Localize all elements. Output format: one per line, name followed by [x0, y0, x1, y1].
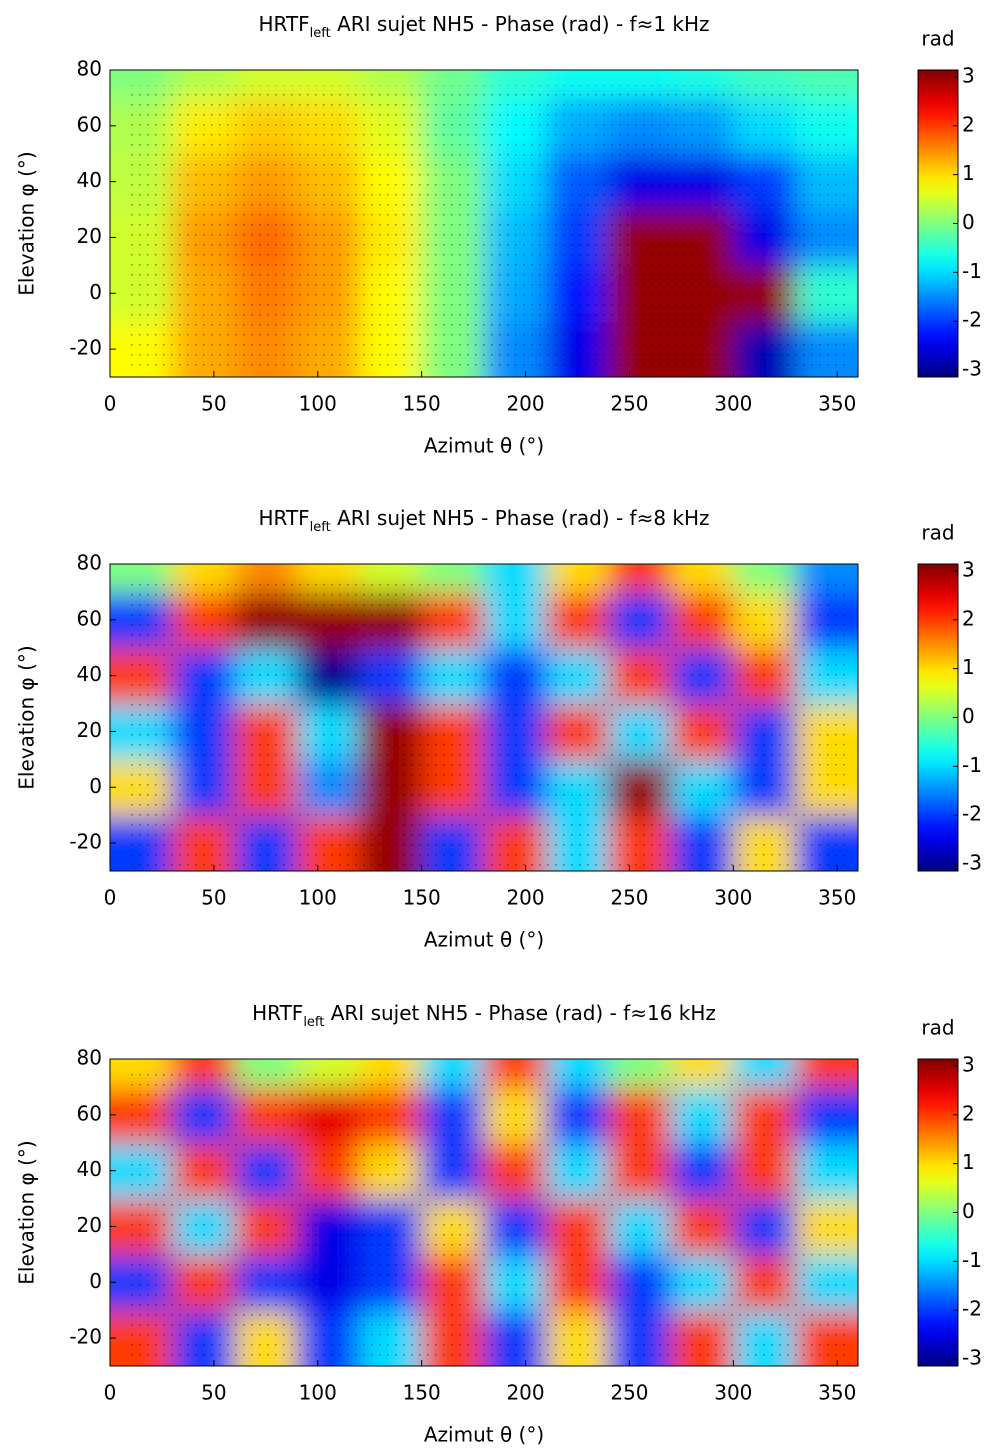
- chart-title: HRTFleft ARI sujet NH5 - Phase (rad) - f…: [258, 12, 709, 41]
- y-axis-label: Elevation φ (°): [15, 1140, 39, 1284]
- plot-area: [110, 564, 858, 871]
- x-tick-label: 100: [299, 1381, 337, 1405]
- x-tick-label: 350: [818, 1381, 856, 1405]
- x-tick-label: 100: [299, 886, 337, 910]
- x-axis-label: Azimut θ (°): [424, 1423, 544, 1447]
- colorbar-tick-label: -3: [962, 1346, 982, 1370]
- colorbar-tick-label: 3: [962, 1052, 975, 1076]
- chart-title: HRTFleft ARI sujet NH5 - Phase (rad) - f…: [252, 1001, 716, 1030]
- x-axis-label: Azimut θ (°): [424, 434, 544, 458]
- x-tick-label: 300: [714, 1381, 752, 1405]
- title-part: left: [310, 520, 331, 535]
- plot-area: [110, 1059, 858, 1366]
- colorbar: [917, 563, 959, 872]
- y-tick-label: 60: [77, 112, 102, 136]
- colorbar-tick-label: 3: [962, 557, 975, 581]
- x-tick-label: 350: [818, 392, 856, 416]
- plot-area: [110, 70, 858, 377]
- y-tick-label: 0: [89, 774, 102, 798]
- x-axis-label: Azimut θ (°): [424, 928, 544, 952]
- title-part: left: [310, 26, 331, 41]
- x-tick-label: 200: [506, 886, 544, 910]
- y-tick-label: 40: [77, 1157, 102, 1181]
- colorbar-tick-label: 0: [962, 210, 975, 234]
- x-tick-label: 250: [610, 392, 648, 416]
- title-part: left: [303, 1015, 324, 1030]
- x-tick-label: 200: [506, 1381, 544, 1405]
- colorbar-tick-label: 0: [962, 1199, 975, 1223]
- y-tick-label: 60: [77, 606, 102, 630]
- x-tick-label: 200: [506, 392, 544, 416]
- colorbar-tick-label: -3: [962, 851, 982, 875]
- plot-frame: [109, 1058, 859, 1367]
- y-tick-label: -20: [69, 830, 102, 854]
- x-tick-label: 250: [610, 1381, 648, 1405]
- colorbar-tick-label: 2: [962, 112, 975, 136]
- y-tick-label: 80: [77, 1046, 102, 1070]
- colorbar-tick-label: -2: [962, 1297, 982, 1321]
- colorbar-tick-label: -2: [962, 308, 982, 332]
- colorbar-tick-label: 1: [962, 655, 975, 679]
- colorbar-tick-label: -1: [962, 259, 982, 283]
- colorbar-tick-label: 2: [962, 606, 975, 630]
- x-tick-label: 300: [714, 392, 752, 416]
- colorbar-tick-label: -2: [962, 802, 982, 826]
- x-tick-label: 0: [104, 886, 117, 910]
- measurement-dots: [130, 85, 848, 372]
- colorbar-tick-label: 1: [962, 161, 975, 185]
- x-tick-label: 300: [714, 886, 752, 910]
- title-part: ARI sujet NH5 - Phase (rad) - f≈1 kHz: [331, 12, 710, 36]
- x-tick-label: 150: [403, 886, 441, 910]
- colorbar-label: rad: [921, 27, 954, 51]
- y-tick-label: 20: [77, 1213, 102, 1237]
- x-tick-label: 150: [403, 392, 441, 416]
- plot-frame: [109, 563, 859, 872]
- y-axis-label: Elevation φ (°): [15, 151, 39, 295]
- x-tick-label: 50: [201, 886, 226, 910]
- y-tick-label: 80: [77, 57, 102, 81]
- title-part: HRTF: [258, 12, 309, 36]
- x-tick-label: 150: [403, 1381, 441, 1405]
- x-tick-label: 50: [201, 392, 226, 416]
- colorbar-tick-label: 1: [962, 1150, 975, 1174]
- y-tick-label: 80: [77, 551, 102, 575]
- colorbar-label: rad: [921, 521, 954, 545]
- y-tick-label: 0: [89, 280, 102, 304]
- y-tick-label: 60: [77, 1101, 102, 1125]
- x-tick-label: 0: [104, 1381, 117, 1405]
- measurement-dots: [130, 579, 848, 866]
- title-part: HRTF: [252, 1001, 303, 1025]
- x-tick-label: 0: [104, 392, 117, 416]
- colorbar-tick-label: -1: [962, 1248, 982, 1272]
- x-tick-label: 250: [610, 886, 648, 910]
- colorbar-tick-label: -3: [962, 357, 982, 381]
- colorbar-tick-label: 2: [962, 1101, 975, 1125]
- measurement-dots: [130, 1074, 848, 1361]
- y-tick-label: 40: [77, 168, 102, 192]
- y-tick-label: -20: [69, 1325, 102, 1349]
- x-tick-label: 350: [818, 886, 856, 910]
- colorbar: [917, 69, 959, 378]
- colorbar-label: rad: [921, 1016, 954, 1040]
- y-tick-label: 20: [77, 224, 102, 248]
- chart-title: HRTFleft ARI sujet NH5 - Phase (rad) - f…: [258, 506, 709, 535]
- plot-frame: [109, 69, 859, 378]
- y-tick-label: 20: [77, 718, 102, 742]
- title-part: ARI sujet NH5 - Phase (rad) - f≈8 kHz: [331, 506, 710, 530]
- title-part: ARI sujet NH5 - Phase (rad) - f≈16 kHz: [324, 1001, 716, 1025]
- colorbar: [917, 1058, 959, 1367]
- colorbar-tick-label: -1: [962, 753, 982, 777]
- colorbar-tick-label: 0: [962, 704, 975, 728]
- y-tick-label: 0: [89, 1269, 102, 1293]
- y-tick-label: -20: [69, 336, 102, 360]
- title-part: HRTF: [258, 506, 309, 530]
- y-axis-label: Elevation φ (°): [15, 645, 39, 789]
- x-tick-label: 50: [201, 1381, 226, 1405]
- x-tick-label: 100: [299, 392, 337, 416]
- y-tick-label: 40: [77, 662, 102, 686]
- colorbar-tick-label: 3: [962, 63, 975, 87]
